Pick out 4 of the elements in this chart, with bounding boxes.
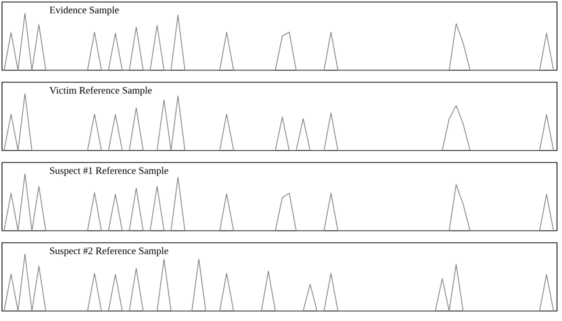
chart-title: Suspect #1 Reference Sample: [50, 166, 168, 176]
chart-title: Suspect #2 Reference Sample: [50, 247, 168, 256]
chart-title: Victim Reference Sample: [50, 86, 152, 96]
chart-title: Evidence Sample: [50, 6, 119, 16]
